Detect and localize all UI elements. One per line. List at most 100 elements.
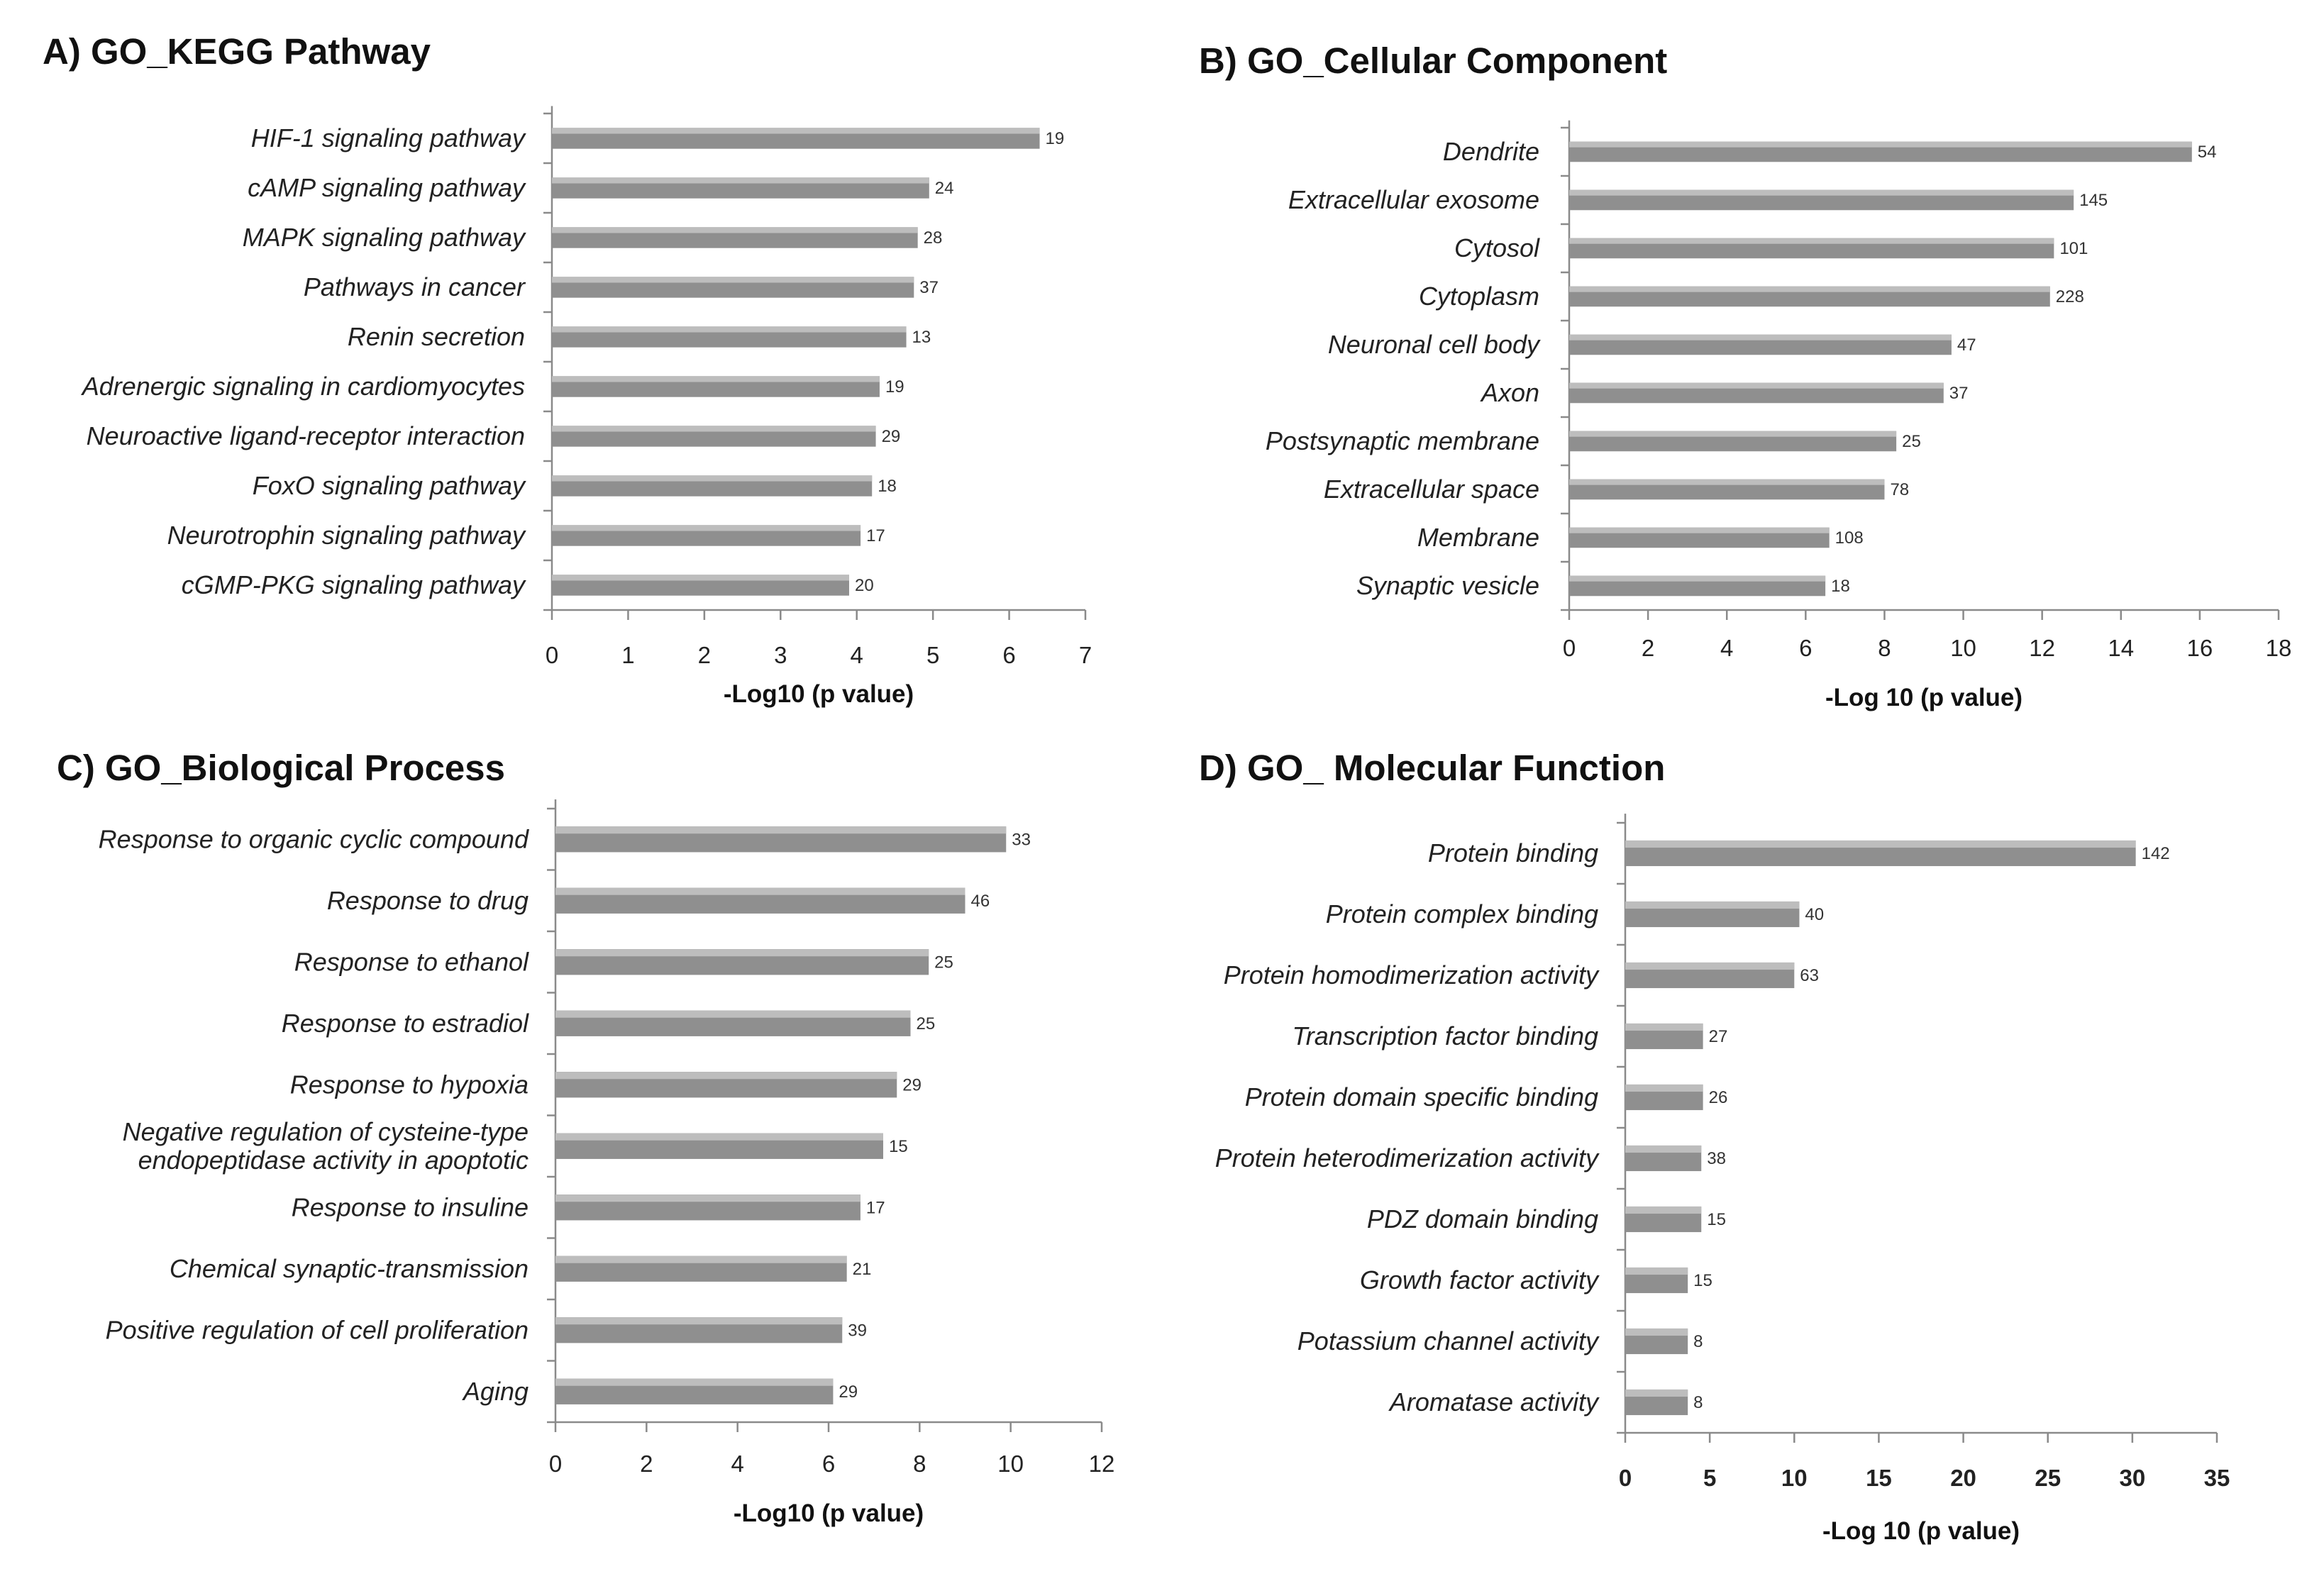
x-tick-label: 4 bbox=[1720, 635, 1733, 661]
category-label: Cytoplasm bbox=[1419, 282, 1539, 311]
bar-highlight bbox=[552, 475, 873, 482]
data-label: 37 bbox=[919, 278, 939, 297]
bar-highlight bbox=[555, 1378, 834, 1386]
data-label: 40 bbox=[1805, 905, 1824, 924]
data-label: 54 bbox=[2198, 143, 2217, 162]
bar-highlight bbox=[555, 1072, 897, 1080]
bar-highlight bbox=[552, 177, 929, 184]
data-label: 24 bbox=[935, 179, 954, 198]
category-label: Response to organic cyclic compound bbox=[99, 824, 529, 853]
bar-highlight bbox=[555, 1194, 861, 1202]
category-label: Response to ethanol bbox=[294, 947, 529, 976]
category-label: Protein domain specific binding bbox=[1245, 1082, 1598, 1111]
data-label: 29 bbox=[839, 1382, 858, 1402]
bar-highlight bbox=[555, 1255, 847, 1263]
bar-highlight bbox=[1625, 1328, 1688, 1336]
data-label: 108 bbox=[1835, 528, 1864, 548]
x-tick-label: 25 bbox=[2035, 1465, 2061, 1491]
bar-highlight bbox=[555, 949, 929, 957]
bar-highlight bbox=[552, 227, 918, 233]
category-label: PDZ domain binding bbox=[1367, 1204, 1598, 1233]
category-label: Adrenergic signaling in cardiomyocytes bbox=[81, 372, 525, 401]
x-tick-label: 6 bbox=[822, 1451, 835, 1477]
data-label: 18 bbox=[1831, 577, 1850, 596]
data-label: 29 bbox=[902, 1075, 922, 1094]
bar-highlight bbox=[1625, 1145, 1702, 1153]
data-label: 28 bbox=[924, 228, 943, 248]
bar-highlight bbox=[552, 525, 861, 531]
x-tick-label: 0 bbox=[546, 642, 558, 668]
chart-title: D) GO_ Molecular Function bbox=[1199, 748, 1665, 788]
bar-highlight bbox=[1569, 334, 1952, 340]
x-tick-label: 15 bbox=[1866, 1465, 1892, 1491]
data-label: 17 bbox=[866, 1198, 885, 1217]
bar-highlight bbox=[1569, 382, 1944, 389]
data-label: 37 bbox=[1949, 384, 1969, 403]
x-tick-label: 10 bbox=[1950, 635, 1976, 661]
bar-highlight bbox=[552, 128, 1040, 134]
x-tick-label: 14 bbox=[2108, 635, 2134, 661]
category-label: Neuronal cell body bbox=[1328, 330, 1541, 359]
data-label: 145 bbox=[2079, 191, 2108, 210]
x-tick-label: 0 bbox=[1619, 1465, 1632, 1491]
bar-highlight bbox=[1569, 575, 1826, 582]
category-label: Pathways in cancer bbox=[304, 272, 526, 301]
category-label: Neurotrophin signaling pathway bbox=[167, 521, 526, 550]
data-label: 29 bbox=[882, 427, 901, 446]
category-label: Postsynaptic membrane bbox=[1266, 426, 1539, 455]
category-label: Membrane bbox=[1417, 523, 1539, 552]
bar-highlight bbox=[552, 277, 914, 283]
category-label: Response to hypoxia bbox=[290, 1070, 529, 1099]
chart-title: C) GO_Biological Process bbox=[57, 748, 505, 788]
x-axis-label: -Log10 (p value) bbox=[724, 680, 914, 708]
bar-highlight bbox=[555, 826, 1007, 834]
data-label: 17 bbox=[866, 526, 885, 545]
bar-highlight bbox=[1569, 527, 1830, 533]
x-axis-label: -Log 10 (p value) bbox=[1822, 1517, 2020, 1545]
category-label: Potassium channel activity bbox=[1297, 1326, 1600, 1355]
category-label: FoxO signaling pathway bbox=[253, 471, 526, 500]
x-tick-label: 7 bbox=[1079, 642, 1092, 668]
x-tick-label: 8 bbox=[913, 1451, 926, 1477]
data-label: 39 bbox=[848, 1321, 867, 1340]
bar-highlight bbox=[1569, 238, 2054, 244]
data-label: 46 bbox=[971, 892, 990, 911]
data-label: 15 bbox=[889, 1137, 908, 1156]
x-tick-label: 3 bbox=[774, 642, 787, 668]
x-tick-label: 2 bbox=[1642, 635, 1654, 661]
bar-highlight bbox=[555, 887, 965, 895]
bar-highlight bbox=[552, 575, 849, 581]
bar-highlight bbox=[552, 326, 907, 333]
category-label: Negative regulation of cysteine-type endo… bbox=[123, 1117, 529, 1175]
x-tick-label: 12 bbox=[2029, 635, 2055, 661]
category-label: Protein binding bbox=[1428, 838, 1598, 867]
data-label: 142 bbox=[2142, 844, 2170, 863]
data-label: 78 bbox=[1890, 480, 1909, 499]
bar-highlight bbox=[1569, 431, 1897, 437]
bar-highlight bbox=[1625, 901, 1800, 909]
bar-highlight bbox=[1625, 1023, 1703, 1031]
x-axis-label: -Log10 (p value) bbox=[734, 1499, 924, 1527]
bar-highlight bbox=[555, 1133, 883, 1141]
bar-highlight bbox=[1625, 840, 2136, 848]
data-label: 8 bbox=[1693, 1332, 1703, 1351]
category-label: Protein complex binding bbox=[1326, 899, 1598, 928]
x-tick-label: 18 bbox=[2266, 635, 2292, 661]
x-tick-label: 6 bbox=[1799, 635, 1812, 661]
bar-highlight bbox=[1625, 1206, 1702, 1214]
category-label: HIF-1 signaling pathway bbox=[251, 123, 526, 153]
data-label: 15 bbox=[1707, 1210, 1726, 1229]
x-tick-label: 0 bbox=[1563, 635, 1576, 661]
category-label: Axon bbox=[1480, 378, 1539, 407]
x-tick-label: 10 bbox=[997, 1451, 1024, 1477]
category-label: Cytosol bbox=[1454, 233, 1540, 262]
x-tick-label: 8 bbox=[1878, 635, 1891, 661]
data-label: 13 bbox=[912, 328, 931, 347]
category-label: Response to estradiol bbox=[282, 1009, 529, 1038]
category-label: Renin secretion bbox=[348, 322, 525, 351]
x-tick-label: 6 bbox=[1002, 642, 1015, 668]
